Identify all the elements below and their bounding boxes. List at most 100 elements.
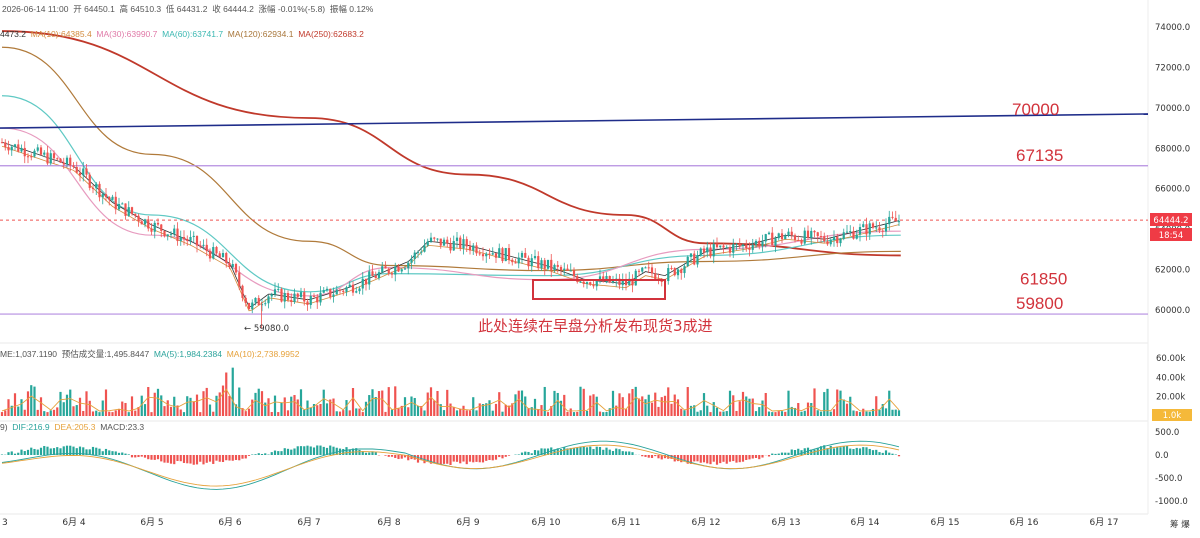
macd-histogram-bar — [628, 451, 631, 455]
candle-body — [46, 152, 49, 164]
volume-bar — [537, 409, 540, 416]
macd-histogram-bar — [475, 455, 478, 462]
macd-histogram-bar — [69, 445, 72, 455]
macd-histogram-bar — [82, 447, 85, 455]
volume-bar — [10, 405, 13, 416]
candle-body — [611, 280, 615, 283]
macd-histogram-bar — [26, 449, 30, 455]
volume-bar — [852, 410, 855, 416]
candle-body — [810, 230, 813, 238]
price-tick: 70000.0 — [1155, 104, 1190, 114]
volume-bar — [631, 389, 634, 416]
volume-bar — [189, 397, 192, 416]
macd-histogram-bar — [709, 455, 712, 465]
macd-histogram-bar — [858, 448, 862, 455]
volume-bar — [481, 404, 485, 416]
volume-bar — [267, 398, 270, 416]
level-line-70000 — [0, 113, 1149, 129]
volume-bar — [452, 406, 455, 416]
macd-histogram-bar — [845, 445, 849, 455]
candle-body — [403, 268, 407, 270]
volume-bar — [511, 403, 514, 416]
candle-body — [585, 282, 589, 284]
volume-bar — [20, 399, 23, 416]
candle-body — [39, 147, 43, 155]
macd-histogram-bar — [442, 455, 446, 464]
volume-bar — [462, 405, 465, 416]
volume-bar — [273, 395, 277, 416]
volume-bar — [540, 405, 543, 416]
candle-body — [270, 294, 273, 297]
macd-histogram-bar — [722, 455, 725, 462]
candle-body — [530, 258, 533, 267]
candle-body — [215, 247, 218, 254]
time-axis[interactable]: 3 6月 4 6月 5 6月 6 6月 7 6月 8 6月 9 6月 10 6月 11 6月 12… — [2, 517, 1119, 528]
volume-bar — [319, 403, 322, 416]
volume-bar — [169, 406, 173, 416]
volume-bar — [602, 412, 605, 416]
volume-bar — [111, 412, 114, 416]
ma5-legend: 4473.2 — [0, 29, 26, 39]
candle-body — [0, 142, 4, 144]
candle-body — [517, 257, 520, 264]
candle-body — [592, 284, 595, 287]
volume-bar — [891, 409, 894, 416]
macd-histogram-bar — [270, 452, 273, 455]
volume-bar — [72, 406, 75, 416]
candle-body — [316, 296, 319, 303]
candle-body — [299, 292, 303, 297]
macd-histogram-bar — [501, 455, 504, 459]
macd-legend: 9) DIF:216.9 DEA:205.3 MACD:23.3 — [0, 422, 144, 432]
volume-bar — [787, 390, 790, 416]
macd-histogram-bar — [127, 454, 130, 455]
candle-body — [225, 253, 228, 263]
volume-bar — [290, 396, 293, 416]
volume-bar — [858, 412, 862, 416]
ma-legend: 4473.2 MA(10):64385.4 MA(30):63990.7 MA(… — [0, 29, 364, 39]
candle-body — [546, 259, 550, 269]
macd-histogram-bar — [163, 455, 166, 463]
macd-histogram-bar — [563, 447, 566, 455]
candle-body — [20, 147, 23, 152]
price-axis[interactable]: 74000.072000.070000.068000.066000.064000… — [1155, 23, 1190, 507]
candle-body — [897, 221, 901, 223]
volume-bar — [251, 399, 254, 416]
candle-body — [390, 273, 394, 275]
volume-bar — [0, 412, 4, 416]
candle-body — [221, 253, 225, 258]
volume-bar — [163, 406, 166, 416]
candle-body — [306, 301, 309, 305]
candle-body — [485, 253, 488, 257]
macd-histogram-bar — [137, 455, 140, 458]
candle-body — [433, 237, 436, 239]
volume-bar — [374, 397, 377, 416]
volume-bar — [410, 396, 413, 416]
macd-histogram-bar — [293, 448, 296, 455]
candle-body — [790, 231, 793, 236]
macd-histogram-bar — [517, 454, 520, 455]
volume-bar — [608, 408, 611, 416]
candle-body — [296, 293, 299, 297]
macd-histogram-bar — [715, 455, 719, 465]
candle-body — [218, 253, 221, 258]
volume-bar — [468, 410, 472, 416]
candle-body — [452, 241, 455, 251]
macd-histogram-bar — [862, 447, 865, 455]
volume-bar — [403, 397, 407, 416]
macd-histogram-bar — [686, 455, 689, 464]
macd-histogram-bar — [436, 455, 439, 465]
macd-histogram-bar — [7, 452, 10, 455]
macd-histogram-bar — [75, 448, 78, 455]
candle-body — [4, 142, 7, 147]
macd-histogram-bar — [657, 455, 660, 459]
volume-bar — [225, 372, 228, 416]
candle-body — [62, 162, 65, 165]
footer-tools[interactable]: 筹 爆 — [1170, 519, 1190, 530]
volume-bar — [192, 401, 195, 416]
candle-body — [868, 223, 871, 235]
candle-body — [17, 144, 20, 152]
volume-bar — [641, 396, 644, 416]
macd-histogram-bar — [225, 455, 228, 461]
ma5-line — [1, 141, 900, 308]
